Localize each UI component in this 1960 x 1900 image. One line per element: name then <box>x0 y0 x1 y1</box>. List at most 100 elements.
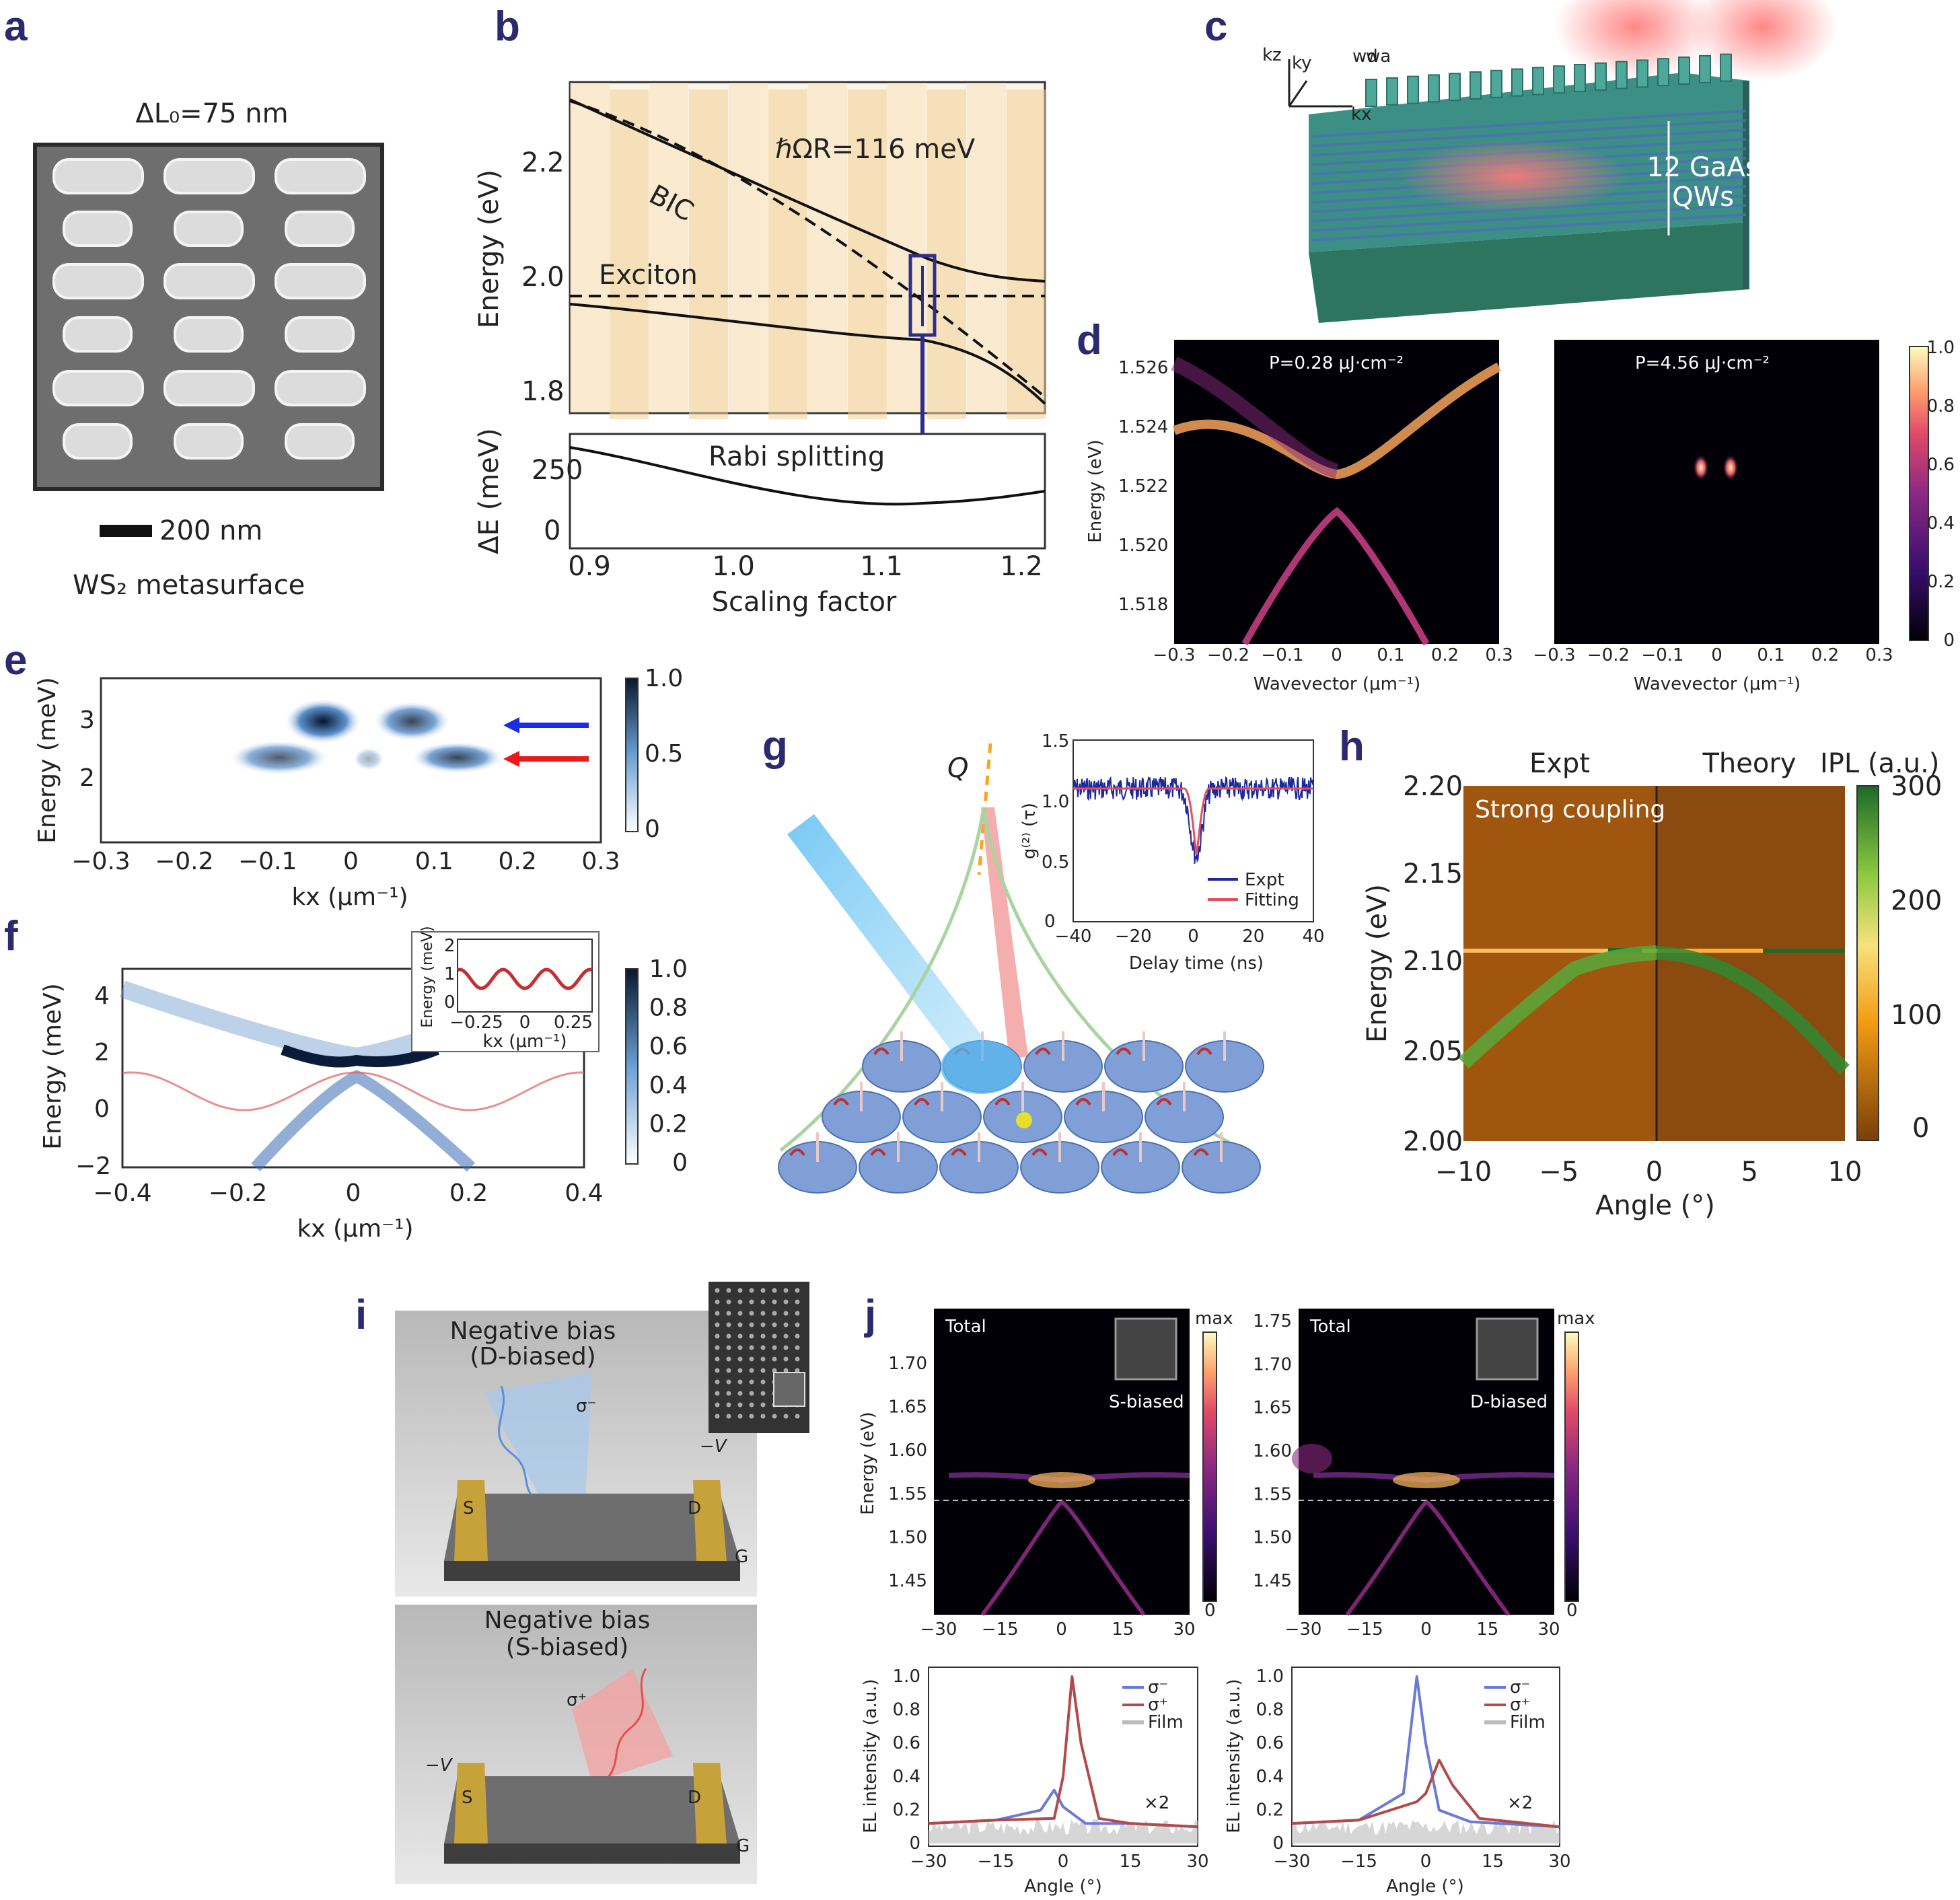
h-title-theory: Theory <box>1702 748 1796 779</box>
i-sem-dot <box>726 1288 731 1293</box>
i-sem-dot <box>760 1391 766 1396</box>
j-right-xtick-0: −30 <box>1285 1619 1322 1640</box>
h-map-theory <box>1657 786 1845 1141</box>
f-ytick-m2: −2 <box>75 1153 111 1180</box>
i-sem-dot <box>726 1368 731 1373</box>
c-grating-ridge <box>1365 79 1377 107</box>
g-emission-beam <box>981 807 1028 1060</box>
i-sem-dot <box>772 1345 777 1350</box>
panel-letter-f: f <box>4 913 18 959</box>
i-sem-dot <box>783 1356 789 1362</box>
g-spin-arrow <box>789 1148 805 1157</box>
i-bottom-g: G <box>736 1836 750 1856</box>
j-left-spectra-ytick-4: 0.2 <box>893 1800 920 1820</box>
i-sem-dot <box>760 1345 766 1350</box>
i-top-drain-pad <box>693 1480 727 1561</box>
i-sem-dot <box>795 1414 800 1419</box>
g-spin-arrow <box>873 1048 890 1056</box>
j-right-spectra-xtick-4: 30 <box>1548 1852 1570 1872</box>
i-sem-dot <box>715 1391 720 1396</box>
h-cbar-0: 0 <box>1912 1113 1929 1144</box>
g-inset-xlabel: Delay time (ns) <box>1129 953 1264 974</box>
i-sem-dot <box>772 1333 777 1339</box>
j-left-xtick-3: 15 <box>1112 1619 1134 1640</box>
i-sem-dot <box>749 1368 754 1373</box>
b-rabi-curve <box>569 446 1046 506</box>
b-stripe <box>848 89 887 419</box>
e-blob-center <box>353 747 385 771</box>
h-xtick-3: 5 <box>1741 1157 1758 1188</box>
b-upper-polariton <box>569 98 1046 283</box>
panel-a-title: ΔL₀=75 nm <box>135 98 288 129</box>
j-left-colorbar <box>1202 1331 1217 1602</box>
b-ylabel-top: Energy (eV) <box>474 170 505 328</box>
d-ytick-2: 1.522 <box>1118 476 1168 497</box>
j-right-ytick-4: 1.55 <box>1253 1484 1292 1504</box>
i-bottom-photon <box>591 1668 647 1791</box>
i-sem-dot <box>715 1414 720 1419</box>
g-spin-arrow <box>914 1098 930 1106</box>
j-right-ytick-3: 1.60 <box>1253 1441 1292 1461</box>
e-xtick-4: 0.1 <box>415 848 453 875</box>
c-label-line2: QWs <box>1672 182 1734 213</box>
d-xtick-right-5: 0.2 <box>1811 645 1839 665</box>
h-xtick-1: −5 <box>1539 1157 1578 1188</box>
i-sem-dot <box>726 1311 731 1316</box>
c-label-line1: 12 GaAs <box>1646 152 1759 183</box>
b-rabi-plot <box>569 433 1046 550</box>
f-xlabel: kx (μm⁻¹) <box>297 1215 413 1243</box>
j-right-xticks: −30 −15 0 15 30 <box>1285 1619 1560 1640</box>
d-xtick-right-6: 0.3 <box>1865 645 1893 665</box>
j-left-spectra-ytick-5: 0 <box>909 1833 920 1854</box>
h-map-expt <box>1463 786 1657 1141</box>
j-right-spectra-xtick-2: 0 <box>1420 1852 1432 1872</box>
d-ylabel: Energy (eV) <box>1085 439 1105 542</box>
j-right-ytick-6: 1.45 <box>1253 1571 1292 1591</box>
b-coupling-label: ℏΩR=116 meV <box>775 134 976 165</box>
c-grating-ridge <box>1386 77 1398 106</box>
j-left-inset-label: S-biased <box>1109 1392 1184 1412</box>
f-inset-ylabel: Energy (meV) <box>419 926 436 1027</box>
e-arrowhead-red <box>503 751 519 767</box>
e-xtick-0: −0.3 <box>71 848 130 875</box>
i-sem-dot <box>749 1299 754 1305</box>
h-xticks: −10 −5 0 5 10 <box>1435 1157 1862 1188</box>
j-right-legend-1: σ⁺ <box>1510 1695 1530 1715</box>
i-sem-dot <box>749 1379 754 1385</box>
c-quantum-well <box>1311 119 1747 147</box>
e-ytick-3: 3 <box>79 706 95 734</box>
j-right-cbar-0: 0 <box>1566 1601 1578 1621</box>
e-xtick-5: 0.2 <box>499 848 537 875</box>
c-grating-ridge <box>1616 61 1628 89</box>
j-left-cbar-0: 0 <box>1204 1601 1216 1621</box>
b-stripe <box>649 83 688 412</box>
b-ytick-2.2: 2.2 <box>521 147 565 178</box>
d-lower-branch <box>1241 507 1430 646</box>
i-sem-dot <box>795 1288 800 1293</box>
j-right-xtick-2: 0 <box>1420 1619 1432 1640</box>
i-bottom-pol: σ⁺ <box>567 1690 587 1710</box>
scale-bar <box>100 525 152 537</box>
h-xlabel: Angle (°) <box>1595 1190 1715 1221</box>
h-cbar-300: 300 <box>1891 771 1942 802</box>
c-axis-kz: kz <box>1262 45 1282 65</box>
sem-pillar <box>285 316 355 353</box>
d-upper-glow <box>1171 357 1339 478</box>
i-top-title-2: (D-biased) <box>470 1343 595 1371</box>
f-xtick-0: −0.4 <box>93 1179 151 1207</box>
i-top-photon <box>498 1385 552 1508</box>
i-sem-dot <box>760 1402 766 1408</box>
j-right-spectra-ytick-5: 0 <box>1272 1833 1284 1854</box>
j-left-title: Total <box>945 1317 986 1337</box>
i-sem-dot <box>737 1391 743 1396</box>
b-ytick-250: 250 <box>532 455 583 486</box>
b-xtick-1.0: 1.0 <box>712 551 755 582</box>
i-sem-dot <box>783 1414 789 1419</box>
j-right-dispersion <box>1345 1498 1511 1616</box>
b-stripe <box>768 89 807 419</box>
f-colorbar <box>625 968 639 1165</box>
panel-j: j Total S-biased 1.70 1.65 1.60 1.55 1.50 1.4… <box>858 1292 1595 1897</box>
e-blob-lower-right <box>410 741 505 774</box>
b-stripe <box>967 83 1006 412</box>
h-cbar-title: IPL (a.u.) <box>1820 748 1939 779</box>
